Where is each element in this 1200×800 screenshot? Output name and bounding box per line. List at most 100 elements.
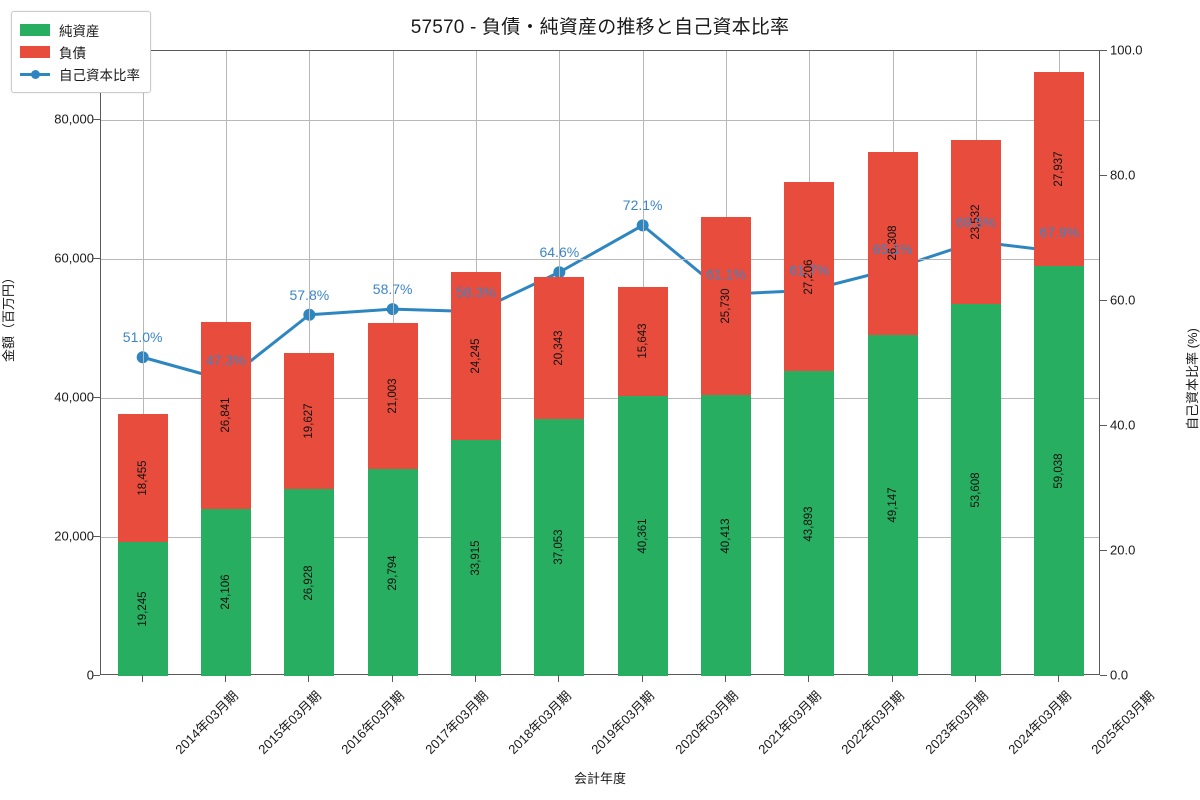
x-axis-tick-label: 2016年03月期 bbox=[338, 688, 408, 757]
bar-value-label-debt: 20,343 bbox=[553, 330, 566, 366]
bar-segment-equity[interactable] bbox=[367, 469, 418, 676]
bar-segment-equity[interactable] bbox=[867, 334, 918, 676]
bar-segment-debt[interactable] bbox=[201, 322, 251, 509]
chart-title: 57570 - 負債・純資産の推移と自己資本比率 bbox=[410, 17, 790, 38]
bar-value-label-equity: 24,106 bbox=[220, 574, 232, 610]
equity-ratio-value-label: 58.3% bbox=[456, 283, 496, 300]
legend-swatch-equity-ratio bbox=[20, 68, 50, 80]
bar-segment-debt[interactable] bbox=[1034, 72, 1085, 266]
x-axis-tick-mark bbox=[808, 675, 810, 682]
legend-label-debt: 負債 bbox=[59, 46, 86, 61]
bar-segment-debt[interactable] bbox=[367, 323, 418, 470]
plot-area: 19,245 18,455 24,106 26,841 26,928 19,627 29,7… bbox=[100, 50, 1100, 676]
y-axis-tick-mark-secondary bbox=[1100, 550, 1107, 551]
x-axis-tick-mark bbox=[225, 675, 226, 682]
x-axis-tick-mark bbox=[558, 675, 560, 682]
bar-segment-equity[interactable] bbox=[784, 371, 835, 676]
x-axis-tick-mark bbox=[141, 675, 143, 682]
y-axis-tick-mark-secondary bbox=[1100, 300, 1107, 301]
legend-item-equity-ratio[interactable]: 自己資本比率 bbox=[20, 63, 140, 85]
bar-segment-equity[interactable] bbox=[284, 489, 335, 676]
x-axis-tick-label: 2023年03月期 bbox=[921, 688, 991, 757]
legend-item-equity[interactable]: 純資産 bbox=[20, 19, 140, 41]
y-axis-tick-label-secondary: 100.0 bbox=[1110, 42, 1143, 58]
equity-ratio-value-label: 61.1% bbox=[706, 266, 746, 283]
y-axis-tick-label-primary: 0 bbox=[86, 667, 94, 683]
y-axis-tick-label-secondary: 60.0 bbox=[1110, 292, 1136, 308]
bar-segment-debt[interactable] bbox=[451, 272, 501, 441]
x-axis-tick-label: 2017年03月期 bbox=[421, 688, 491, 757]
equity-ratio-value-label: 69.5% bbox=[956, 213, 996, 230]
bar-value-label-debt: 21,003 bbox=[386, 378, 399, 414]
y-axis-tick-label-primary: 60,000 bbox=[54, 250, 94, 266]
bar-segment-debt[interactable] bbox=[534, 277, 585, 419]
bar-value-label-equity: 43,893 bbox=[803, 506, 816, 542]
x-axis-tick-mark bbox=[725, 675, 726, 682]
bar-value-label-equity: 37,053 bbox=[553, 529, 566, 565]
y-axis-tick-label-primary: 80,000 bbox=[54, 111, 94, 127]
y-axis-tick-mark-secondary bbox=[1100, 675, 1107, 676]
x-axis-tick-mark bbox=[391, 675, 393, 682]
legend-label-equity-ratio: 自己資本比率 bbox=[59, 68, 140, 83]
bar-segment-debt[interactable] bbox=[867, 152, 918, 335]
bar-value-label-equity: 33,915 bbox=[470, 540, 482, 576]
bar-segment-equity[interactable] bbox=[117, 542, 168, 676]
bar-segment-equity[interactable] bbox=[1034, 266, 1085, 676]
chart-legend: 純資産 負債 自己資本比率 bbox=[11, 11, 151, 93]
bar-segment-equity[interactable] bbox=[701, 395, 751, 676]
y-axis-tick-label-secondary: 80.0 bbox=[1110, 167, 1136, 183]
bar-segment-equity[interactable] bbox=[201, 508, 251, 676]
bar-value-label-equity: 19,245 bbox=[136, 591, 149, 627]
x-axis-tick-mark bbox=[308, 675, 310, 682]
x-axis-tick-label: 2015年03月期 bbox=[255, 688, 325, 757]
bar-value-label-equity: 29,794 bbox=[386, 554, 399, 591]
bar-segment-debt[interactable] bbox=[617, 287, 668, 396]
x-axis-tick-label: 2025年03月期 bbox=[1088, 688, 1158, 757]
y-axis-label-secondary: 自己資本比率 (%) bbox=[1185, 328, 1200, 430]
bar-value-label-debt: 25,730 bbox=[720, 288, 732, 324]
y-axis-tick-mark-primary bbox=[93, 258, 100, 260]
equity-ratio-value-label: 57.8% bbox=[289, 286, 330, 303]
y-axis-tick-label-secondary: 20.0 bbox=[1110, 542, 1136, 558]
bar-segment-debt[interactable] bbox=[284, 352, 335, 489]
y-axis-tick-mark-secondary bbox=[1100, 50, 1107, 51]
x-axis-tick-label: 2018年03月期 bbox=[505, 688, 575, 757]
bar-value-label-equity: 40,413 bbox=[720, 518, 732, 554]
y-axis-tick-mark-primary bbox=[93, 675, 100, 676]
gridline-horizontal bbox=[101, 120, 1099, 122]
bar-value-label-equity: 40,361 bbox=[636, 518, 649, 554]
bar-value-label-equity: 49,147 bbox=[886, 487, 899, 523]
x-axis-tick-mark bbox=[475, 675, 476, 682]
legend-swatch-equity bbox=[20, 24, 50, 36]
equity-ratio-value-label: 61.7% bbox=[789, 262, 830, 279]
bar-segment-debt[interactable] bbox=[951, 140, 1001, 304]
equity-ratio-value-label: 47.3% bbox=[206, 352, 246, 369]
gridline-vertical bbox=[142, 51, 144, 674]
bar-value-label-equity: 26,928 bbox=[303, 564, 316, 601]
x-axis-tick-mark bbox=[641, 675, 643, 682]
bar-segment-equity[interactable] bbox=[951, 303, 1001, 676]
equity-ratio-value-label: 65.1% bbox=[872, 241, 913, 258]
equity-ratio-value-label: 51.0% bbox=[122, 329, 163, 346]
bar-value-label-debt: 19,627 bbox=[303, 403, 316, 439]
y-axis-label-primary: 金額（百万円） bbox=[1, 270, 16, 362]
bar-value-label-debt: 15,643 bbox=[636, 323, 649, 359]
x-axis-tick-label: 2024年03月期 bbox=[1005, 688, 1075, 757]
equity-ratio-value-label: 67.9% bbox=[1039, 223, 1080, 240]
bar-segment-debt[interactable] bbox=[117, 414, 168, 543]
bar-segment-equity[interactable] bbox=[617, 395, 668, 676]
y-axis-tick-label-primary: 20,000 bbox=[54, 528, 94, 544]
legend-item-debt[interactable]: 負債 bbox=[20, 41, 140, 63]
y-axis-tick-mark-secondary bbox=[1100, 175, 1107, 176]
bar-segment-equity[interactable] bbox=[451, 440, 501, 676]
y-axis-tick-mark-primary bbox=[93, 119, 100, 121]
equity-ratio-value-label: 72.1% bbox=[622, 197, 663, 214]
bar-value-label-equity: 59,038 bbox=[1053, 453, 1066, 489]
bar-segment-debt[interactable] bbox=[784, 182, 835, 372]
x-axis-tick-mark bbox=[891, 675, 893, 682]
bar-value-label-equity: 53,608 bbox=[970, 472, 982, 508]
bar-value-label-debt: 27,937 bbox=[1053, 151, 1066, 187]
bar-segment-equity[interactable] bbox=[534, 418, 585, 676]
bar-segment-debt[interactable] bbox=[701, 216, 751, 396]
